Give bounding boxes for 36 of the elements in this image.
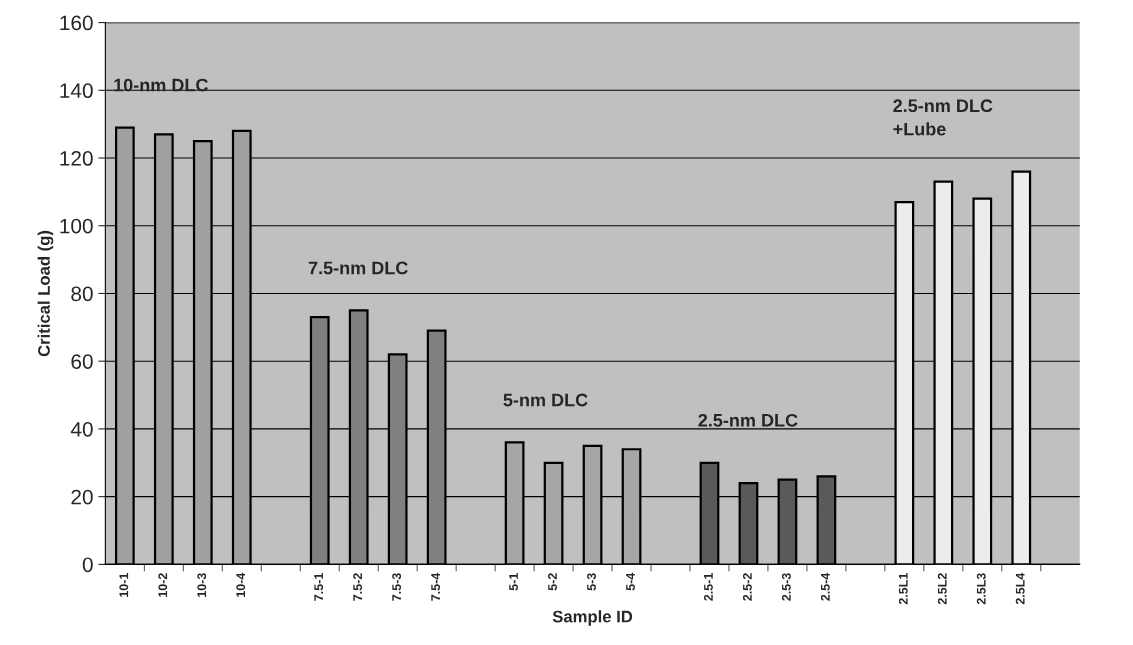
y-axis-title: Critical Load (g) [37,230,54,357]
x-tick-label: 5-2 [548,573,557,591]
x-tick-label: 10-4 [236,572,246,597]
x-tick-label: 7.5-2 [353,573,363,601]
annotation: 5-nm DLC [503,393,588,407]
y-tick-label: 80 [71,286,93,302]
annotation: 2.5-nm DLC [698,413,798,427]
x-tick-label: 7.5-1 [314,573,324,601]
y-tick-label: 40 [70,421,93,437]
y-tick-label: 100 [60,218,93,234]
y-tick-label: 60 [71,354,93,369]
x-tick-label: 2.5-2 [742,573,752,601]
x-tick-label: 2.5L4 [1015,572,1025,605]
x-tick-label: 5-3 [587,573,596,591]
x-tick-label: 5-4 [626,572,635,591]
annotation: 2.5-nm DLC +Lube [893,99,993,136]
x-tick-label: 2.5-1 [703,573,713,601]
x-tick-label: 2.5L3 [976,573,986,605]
annotation: 7.5-nm DLC [308,261,408,275]
y-tick-label: 0 [82,557,93,573]
x-tick-label: 10-2 [158,573,168,597]
x-tick-label: 2.5-3 [781,573,791,601]
annotation: 10-nm DLC [114,78,208,92]
x-tick-label: 7.5-3 [392,573,402,601]
x-axis-title: Sample ID [552,610,633,626]
y-tick-label: 160 [60,15,93,31]
y-tick-label: 20 [71,489,93,505]
x-tick-label: 7.5-4 [431,572,441,601]
x-tick-label: 2.5-4 [820,572,830,601]
y-tick-label: 120 [60,151,93,166]
x-tick-label: 2.5L1 [898,573,908,605]
x-tick-label: 2.5L2 [937,573,947,605]
x-tick-label: 5-1 [509,573,518,591]
y-tick-label: 140 [60,83,93,99]
x-tick-label: 10-1 [119,573,129,597]
x-tick-label: 10-3 [197,573,207,597]
